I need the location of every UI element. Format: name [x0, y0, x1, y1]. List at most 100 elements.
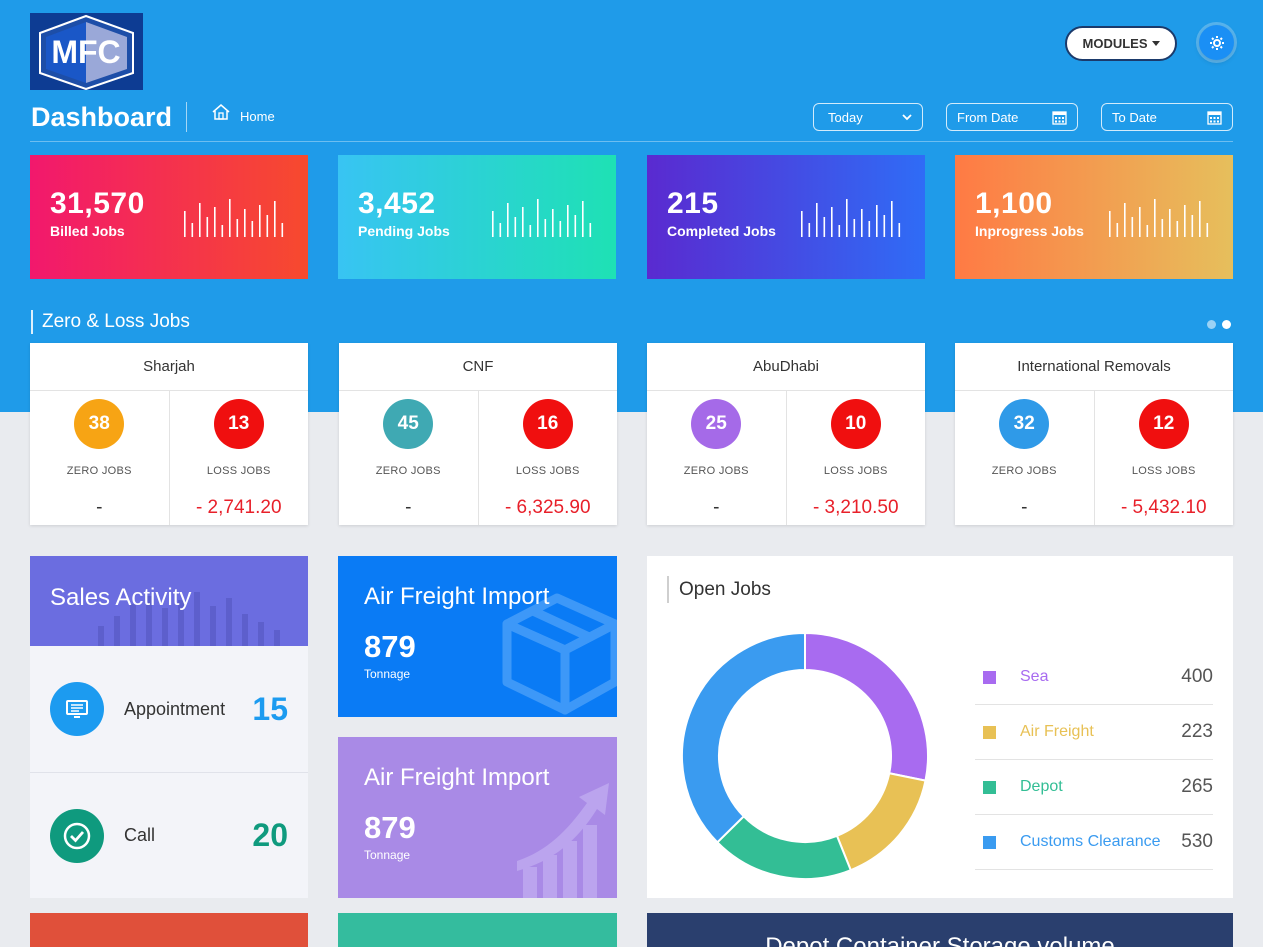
settings-button[interactable]: [1199, 25, 1234, 60]
depot-storage-title: Depot Container Storage volume: [765, 933, 1115, 947]
air-freight-value: 879: [364, 629, 416, 664]
legend-swatch: [983, 670, 996, 684]
legend-swatch: [983, 780, 996, 794]
zero-jobs-label: ZERO JOBS: [683, 465, 749, 477]
stat-card-billed[interactable]: 31,570 Billed Jobs: [30, 155, 308, 279]
branch-name: Sharjah: [30, 343, 308, 391]
sparkline-bar: [537, 199, 539, 237]
sparkline-bar: [883, 215, 886, 237]
to-date-placeholder: To Date: [1112, 109, 1157, 125]
sparkline-bar: [846, 199, 848, 237]
zero-loss-card[interactable]: AbuDhabi 25 ZERO JOBS - 10 LOSS JOBS - 3…: [647, 343, 925, 525]
sparkline-bar: [1176, 221, 1179, 237]
carousel-dots[interactable]: [1207, 320, 1231, 329]
stat-label: Billed Jobs: [50, 223, 125, 239]
sparkline-bar: [853, 219, 856, 237]
sales-item-call[interactable]: Call 20: [30, 772, 308, 898]
sparkline-bar: [891, 201, 893, 237]
bottom-card-red[interactable]: [30, 913, 308, 947]
chevron-down-icon: [902, 113, 912, 120]
stat-label: Inprogress Jobs: [975, 223, 1084, 239]
sparkline-bar: [1154, 199, 1156, 237]
sparkline-bar: [221, 225, 224, 237]
loss-jobs-value: - 2,741.20: [195, 497, 282, 518]
sales-activity-panel: Sales Activity Appointment 15 Call 20: [30, 556, 308, 898]
sparkline-bar: [206, 217, 209, 237]
sales-item-appointment[interactable]: Appointment 15: [30, 646, 308, 772]
legend-value: 400: [1181, 666, 1213, 687]
legend-label: Air Freight: [1020, 723, 1094, 740]
legend-item[interactable]: Depot 265: [975, 760, 1213, 815]
donut-slice[interactable]: [681, 631, 806, 844]
loss-jobs-label: LOSS JOBS: [206, 465, 271, 477]
sparkline-bar: [236, 219, 239, 237]
period-select-value: Today: [828, 109, 863, 125]
title-divider: [186, 102, 187, 132]
zero-loss-card[interactable]: Sharjah 38 ZERO JOBS - 13 LOSS JOBS - 2,…: [30, 343, 308, 525]
branch-name: CNF: [339, 343, 617, 391]
period-select[interactable]: Today: [813, 103, 923, 131]
sales-item-label: Appointment: [124, 698, 226, 719]
modules-button[interactable]: MODULES: [1065, 26, 1177, 61]
loss-jobs-label: LOSS JOBS: [823, 465, 888, 477]
sparkline-bar: [266, 215, 269, 237]
zero-jobs-value: -: [1021, 497, 1028, 518]
legend-swatch: [983, 725, 996, 739]
sparkline-bar: [191, 223, 194, 237]
carousel-dot-active[interactable]: [1222, 320, 1231, 329]
modules-label: MODULES: [1082, 36, 1148, 51]
loss-count-badge: 16: [522, 399, 573, 449]
legend-value: 530: [1181, 831, 1213, 852]
legend-swatch: [983, 835, 996, 849]
donut-slice[interactable]: [804, 631, 929, 782]
stat-card-inprogress[interactable]: 1,100 Inprogress Jobs: [955, 155, 1233, 279]
air-freight-card[interactable]: Air Freight Import 879 Tonnage: [338, 556, 617, 717]
breadcrumb-home[interactable]: Home: [240, 109, 275, 124]
sparkline-bar: [281, 223, 284, 237]
logo-text: MFC: [51, 34, 120, 70]
zero-loss-card[interactable]: CNF 45 ZERO JOBS - 16 LOSS JOBS - 6,325.…: [339, 343, 617, 525]
open-jobs-donut-chart[interactable]: [675, 626, 935, 886]
donut-slice[interactable]: [835, 772, 927, 872]
sparkline-bar: [876, 205, 878, 237]
calendar-icon: [1207, 110, 1222, 125]
from-date-field[interactable]: From Date: [946, 103, 1078, 131]
air-freight-card[interactable]: Air Freight Import 879 Tonnage: [338, 737, 617, 898]
stat-card-pending[interactable]: 3,452 Pending Jobs: [338, 155, 616, 279]
donut-slice[interactable]: [715, 814, 853, 880]
home-icon[interactable]: [212, 104, 230, 125]
sparkline-bar: [199, 203, 201, 237]
stat-card-completed[interactable]: 215 Completed Jobs: [647, 155, 925, 279]
gear-icon: [1209, 35, 1224, 50]
sparkline-icon: [1109, 199, 1209, 237]
legend-item[interactable]: Customs Clearance 530: [975, 815, 1213, 870]
legend-item[interactable]: Air Freight 223: [975, 705, 1213, 760]
loss-jobs-value: - 6,325.90: [504, 497, 591, 518]
carousel-dot[interactable]: [1207, 320, 1216, 329]
legend-value: 265: [1181, 776, 1213, 797]
mfc-logo[interactable]: MFC: [30, 13, 143, 91]
zero-jobs-value: -: [96, 497, 103, 518]
loss-count-badge: 10: [830, 399, 881, 449]
legend-item[interactable]: Sea 400: [975, 650, 1213, 705]
loss-jobs-label: LOSS JOBS: [515, 465, 580, 477]
sparkline-bar: [514, 217, 517, 237]
check-circle-icon: [50, 808, 104, 863]
to-date-field[interactable]: To Date: [1101, 103, 1233, 131]
open-jobs-panel: Open Jobs Sea 400 Air Freight 223 Depot 265 Cu…: [647, 556, 1233, 898]
sparkline-bar: [567, 205, 569, 237]
stat-label: Completed Jobs: [667, 223, 776, 239]
bottom-card-teal[interactable]: [338, 913, 617, 947]
sparkline-bar: [1146, 225, 1149, 237]
zero-jobs-label: ZERO JOBS: [991, 465, 1057, 477]
section-marker: [31, 310, 33, 334]
zero-loss-card[interactable]: International Removals 32 ZERO JOBS - 12…: [955, 343, 1233, 525]
open-jobs-title: Open Jobs: [679, 579, 771, 600]
sales-item-label: Call: [124, 825, 156, 845]
zero-jobs-value: -: [713, 497, 720, 518]
sales-item-value: 15: [252, 690, 288, 727]
sparkline-bar: [552, 209, 554, 237]
air-freight-unit: Tonnage: [364, 848, 411, 862]
air-freight-unit: Tonnage: [364, 667, 411, 681]
depot-storage-card[interactable]: Depot Container Storage volume: [647, 913, 1233, 947]
